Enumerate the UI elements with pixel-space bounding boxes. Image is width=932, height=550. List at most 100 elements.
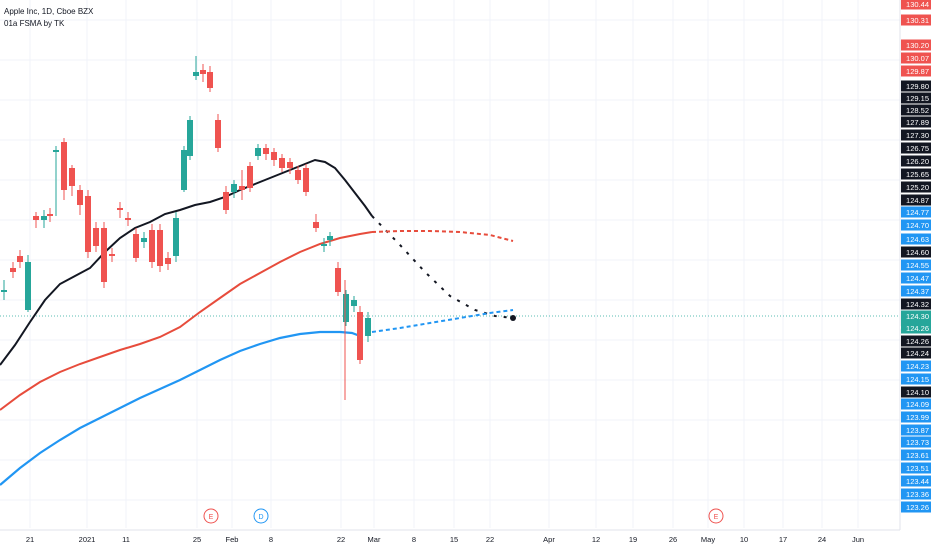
- earnings-event-label: E: [209, 514, 214, 521]
- time-axis-label: Jun: [852, 535, 864, 544]
- candle-body: [53, 150, 59, 152]
- price-label: 123.44: [906, 477, 929, 486]
- price-label-box: [901, 246, 931, 258]
- candle-body: [133, 234, 139, 258]
- red-ma-forecast: [371, 230, 514, 242]
- time-axis-label: Apr: [543, 535, 555, 544]
- price-label: 125.20: [906, 183, 929, 192]
- price-label-box: [901, 0, 931, 10]
- price-label-box: [901, 475, 931, 487]
- price-label-box: [901, 462, 931, 474]
- price-label-box: [901, 259, 931, 271]
- price-label: 130.31: [906, 16, 929, 25]
- price-label-box: [901, 52, 931, 64]
- candle-body: [109, 254, 115, 256]
- price-label-box: [901, 424, 931, 436]
- time-axis-label: 24: [818, 535, 826, 544]
- price-label: 124.77: [906, 208, 929, 217]
- price-label: 124.60: [906, 248, 929, 257]
- price-label-box: [901, 206, 931, 218]
- price-label: 130.20: [906, 41, 929, 50]
- candle-body: [239, 186, 245, 190]
- price-label-box: [901, 39, 931, 51]
- candle-body: [187, 120, 193, 156]
- price-label: 124.10: [906, 388, 929, 397]
- price-label: 123.99: [906, 413, 929, 422]
- candle-body: [271, 152, 277, 160]
- candle-body: [141, 238, 147, 242]
- price-label: 124.37: [906, 287, 929, 296]
- price-label-box: [901, 65, 931, 77]
- price-label: 124.47: [906, 274, 929, 283]
- price-label: 124.63: [906, 235, 929, 244]
- price-label: 124.70: [906, 221, 929, 230]
- price-label-box: [901, 322, 931, 334]
- candle-body: [255, 148, 261, 156]
- dividend-event-marker[interactable]: [253, 508, 269, 524]
- price-label-box: [901, 501, 931, 513]
- price-label: 124.23: [906, 362, 929, 371]
- price-label-box: [901, 155, 931, 167]
- price-label: 123.87: [906, 426, 929, 435]
- candle-body: [69, 168, 75, 186]
- price-label-box: [901, 181, 931, 193]
- candle-body: [77, 190, 83, 205]
- price-label-box: [901, 298, 931, 310]
- price-label: 129.80: [906, 82, 929, 91]
- candle-body: [173, 218, 179, 256]
- price-label-box: [901, 488, 931, 500]
- candle-body: [343, 294, 349, 322]
- candle-body: [10, 268, 16, 272]
- candle-body: [181, 150, 187, 190]
- price-label-box: [901, 233, 931, 245]
- earnings-event-marker[interactable]: [203, 508, 219, 524]
- candle-body: [207, 72, 213, 88]
- candle-body: [231, 184, 237, 192]
- price-label: 124.24: [906, 349, 929, 358]
- candle-body: [85, 196, 91, 252]
- price-label: 130.07: [906, 54, 929, 63]
- moving-averages: [0, 158, 516, 486]
- time-axis-label: 25: [193, 535, 201, 544]
- price-label: 126.75: [906, 144, 929, 153]
- candle-body: [247, 166, 253, 188]
- price-label-box: [901, 194, 931, 206]
- candle-body: [125, 218, 131, 220]
- dividend-event-label: D: [258, 514, 263, 521]
- price-label-box: [901, 104, 931, 116]
- price-label-box: [901, 449, 931, 461]
- forecast-endpoint-marker: [510, 315, 516, 321]
- price-label-box: [901, 80, 931, 92]
- price-label-box: [901, 272, 931, 284]
- price-label: 124.09: [906, 400, 929, 409]
- candle-body: [295, 170, 301, 180]
- time-axis-label: Feb: [226, 535, 239, 544]
- red-ma-line: [0, 231, 373, 411]
- price-label-box: [901, 360, 931, 372]
- candles: [1, 56, 371, 400]
- candle-body: [263, 148, 269, 154]
- price-axis[interactable]: 130.44130.31130.29130.20130.07129.87129.…: [899, 0, 932, 550]
- candle-body: [365, 318, 371, 336]
- time-axis-label: 12: [592, 535, 600, 544]
- time-axis-label: 17: [779, 535, 787, 544]
- price-label: 124.87: [906, 196, 929, 205]
- price-label: 123.73: [906, 438, 929, 447]
- candle-body: [25, 262, 31, 310]
- candle-body: [157, 230, 163, 266]
- time-axis-label: 10: [740, 535, 748, 544]
- symbol-title[interactable]: Apple Inc, 1D, Cboe BZX: [4, 7, 94, 16]
- earnings-event-marker[interactable]: [708, 508, 724, 524]
- price-label-box: [901, 347, 931, 359]
- indicator-title[interactable]: 01a FSMA by TK: [4, 19, 65, 28]
- time-axis[interactable]: 21 2021 11 25 Feb 8 22 Mar 8 15 22 Apr 12 19 26 May 10 17…: [0, 529, 900, 544]
- price-label-box: [901, 386, 931, 398]
- price-label: 124.15: [906, 375, 929, 384]
- price-label: 129.15: [906, 94, 929, 103]
- time-axis-label: 8: [412, 535, 416, 544]
- time-axis-label: 11: [122, 535, 130, 544]
- candle-body: [41, 216, 47, 220]
- candle-body: [47, 214, 53, 216]
